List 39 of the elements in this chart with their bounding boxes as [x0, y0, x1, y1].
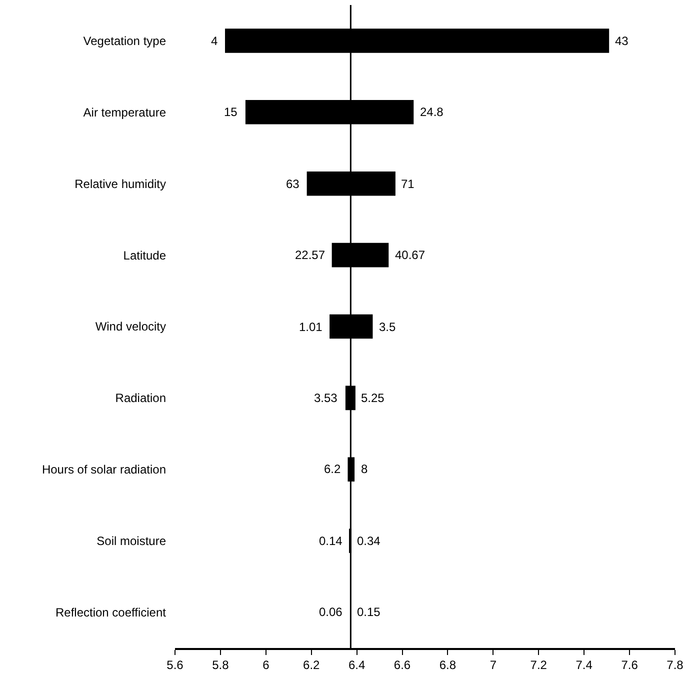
- annotation: 8: [361, 462, 368, 476]
- y-tick-label: Radiation: [115, 391, 166, 406]
- annotation: 3.53: [314, 391, 338, 405]
- annotation: 1.01: [299, 320, 323, 334]
- annotation: 0.15: [357, 605, 381, 619]
- annotation: 24.8: [420, 105, 444, 119]
- x-tick-label: 6: [262, 658, 270, 672]
- annotation: 3.5: [379, 320, 396, 334]
- annotation: 0.14: [319, 534, 343, 548]
- annotation: 15: [224, 105, 238, 119]
- y-tick-label: Soil moisture: [96, 534, 166, 548]
- y-tick-label: Hours of solar radiation: [42, 462, 166, 477]
- x-tick-label: 7.6: [621, 658, 638, 672]
- annotation: 0.34: [357, 534, 381, 548]
- annotation: 4: [211, 34, 218, 48]
- x-tick-label: 7: [490, 658, 497, 672]
- x-tick-label: 6.2: [303, 658, 320, 672]
- x-tick-label: 7.4: [576, 658, 593, 672]
- x-tick-label: 7.2: [530, 658, 548, 672]
- y-tick-label: Reflection coefficient: [55, 605, 167, 620]
- x-tick-label: 6.4: [348, 658, 366, 672]
- annotation: 22.57: [295, 248, 326, 262]
- annotation: 63: [286, 177, 300, 191]
- y-tick-label: Vegetation type: [83, 34, 166, 48]
- x-tick-label: 5.6: [166, 658, 184, 672]
- annotation: 40.67: [395, 248, 426, 262]
- y-tick-label: Air temperature: [83, 105, 166, 120]
- annotation: 43: [615, 34, 629, 48]
- annotation: 5.25: [361, 391, 385, 405]
- y-tick-label: Latitude: [123, 248, 166, 262]
- x-tick-label: 7.8: [666, 658, 684, 672]
- annotation: 0.06: [319, 605, 343, 619]
- x-tick-label: 5.8: [212, 658, 230, 672]
- y-tick-label: Wind velocity: [95, 320, 166, 334]
- x-tick-label: 6.6: [394, 658, 411, 672]
- y-tick-label: Relative humidity: [74, 176, 166, 191]
- x-tick-label: 6.8: [439, 658, 456, 672]
- annotation: 6.2: [324, 462, 342, 476]
- annotation: 71: [401, 177, 415, 191]
